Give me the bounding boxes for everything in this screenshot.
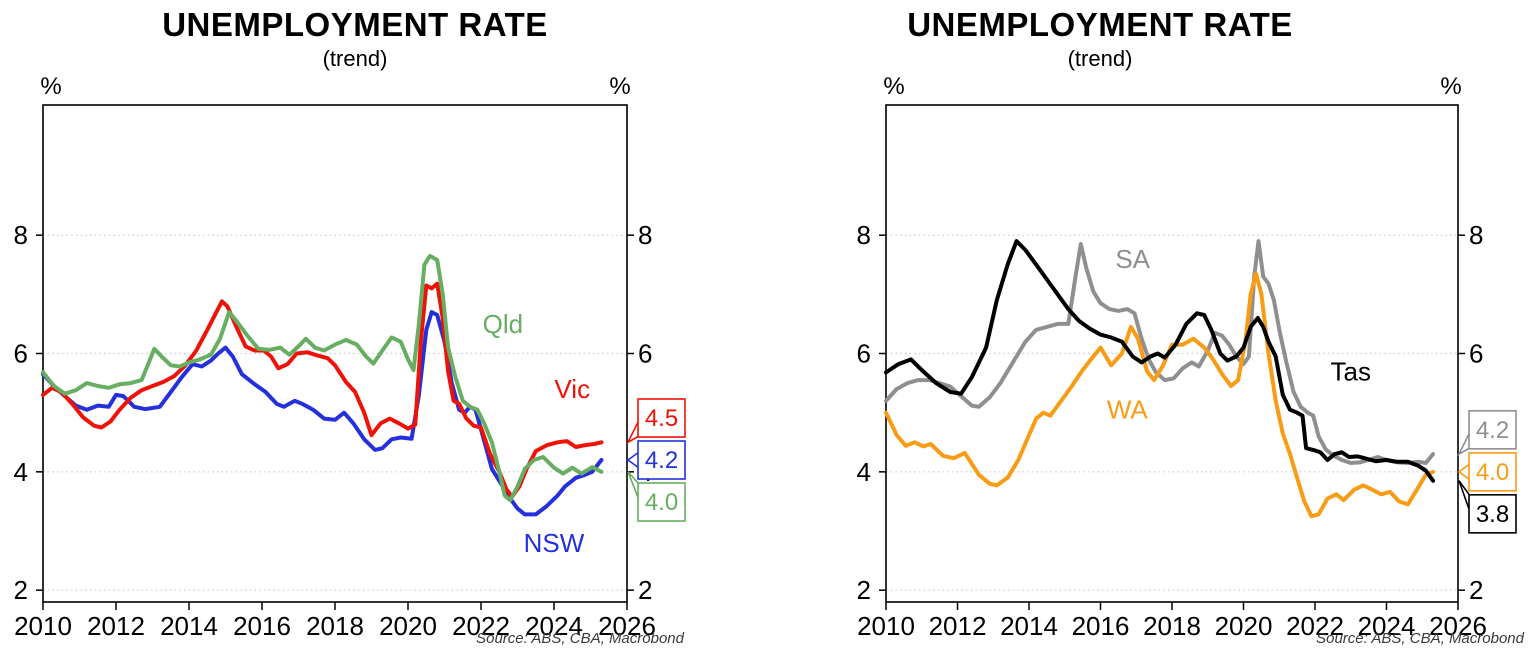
y-axis: 22446688 xyxy=(857,220,1484,605)
y-tick-label-right: 2 xyxy=(638,575,652,605)
end-value-callout-tas: 3.8 xyxy=(1458,480,1517,534)
y-tick-label-left: 2 xyxy=(14,575,28,605)
chart-title-left: UNEMPLOYMENT RATE xyxy=(162,6,548,43)
x-axis: 2010 2012 2014 2016 2018 2020 2022 2024 2026 xyxy=(14,602,656,641)
callout-box xyxy=(1468,452,1517,492)
series-label-vic: Vic xyxy=(554,374,590,404)
series-line-sa xyxy=(884,239,1435,465)
series-line-qld xyxy=(41,253,604,503)
chart-subtitle-left: (trend) xyxy=(322,46,388,71)
x-tick-label: 2020 xyxy=(379,611,437,641)
callout-box xyxy=(637,398,686,438)
series-label-qld: Qld xyxy=(483,309,523,339)
series-line-nsw xyxy=(41,310,604,517)
chart-panel-left: 2244668820102012201420162018202020222024… xyxy=(14,73,686,641)
chart-panel-right: 2244668820102012201420162018202020222024… xyxy=(857,73,1517,641)
end-value-callout-nsw: 4.2 xyxy=(626,440,686,480)
callout-box xyxy=(1468,494,1517,534)
x-tick-label: 2012 xyxy=(87,611,145,641)
x-tick-label: 2010 xyxy=(14,611,72,641)
chart-subtitle-right: (trend) xyxy=(1067,46,1133,71)
gridlines xyxy=(43,234,627,591)
series-label-nsw: NSW xyxy=(524,528,585,558)
series-line-tas xyxy=(884,239,1435,483)
x-tick-label: 2012 xyxy=(929,611,987,641)
unit-label-right: % xyxy=(609,73,630,100)
series-label-tas: Tas xyxy=(1331,356,1371,386)
x-tick-label: 2024 xyxy=(1358,611,1416,641)
y-tick-label-left: 6 xyxy=(14,339,28,369)
y-tick-label-right: 8 xyxy=(638,220,652,250)
callout-box xyxy=(1468,410,1517,450)
x-tick-label: 2024 xyxy=(525,611,583,641)
y-tick-label-left: 8 xyxy=(857,220,871,250)
callout-value: 4.5 xyxy=(645,405,678,432)
end-value-callout-wa: 4.0 xyxy=(1457,452,1517,492)
x-tick-label: 2014 xyxy=(160,611,218,641)
x-tick-label: 2026 xyxy=(1429,611,1487,641)
callout-box xyxy=(637,440,686,480)
y-tick-label-left: 4 xyxy=(14,457,28,487)
series-line-vic xyxy=(41,281,604,499)
x-tick-label: 2018 xyxy=(306,611,364,641)
x-tick-label: 2016 xyxy=(233,611,291,641)
chart-title-right: UNEMPLOYMENT RATE xyxy=(907,6,1293,43)
series-label-wa: WA xyxy=(1107,395,1149,425)
source-note-left: Source: ABS, CBA, Macrobond xyxy=(476,630,684,647)
x-tick-label: 2014 xyxy=(1000,611,1058,641)
end-value-callout-qld: 4.0 xyxy=(627,471,686,522)
x-tick-label: 2016 xyxy=(1072,611,1130,641)
x-tick-label: 2018 xyxy=(1143,611,1201,641)
y-tick-label-right: 6 xyxy=(1469,339,1483,369)
callout-box xyxy=(637,482,686,522)
callout-value: 4.2 xyxy=(645,447,678,474)
x-tick-label: 2022 xyxy=(1286,611,1344,641)
x-tick-label: 2010 xyxy=(857,611,915,641)
callout-value: 3.8 xyxy=(1476,501,1509,528)
end-value-callout-vic: 4.5 xyxy=(626,398,686,445)
y-tick-label-right: 2 xyxy=(1469,575,1483,605)
y-tick-label-left: 4 xyxy=(857,457,871,487)
end-value-callout-sa: 4.2 xyxy=(1457,410,1517,457)
y-tick-label-left: 6 xyxy=(857,339,871,369)
x-tick-label: 2020 xyxy=(1215,611,1273,641)
callout-value: 4.2 xyxy=(1476,417,1509,444)
gridlines xyxy=(886,234,1458,591)
source-note-right: Source: ABS, CBA, Macrobond xyxy=(1316,630,1524,647)
unit-label-left: % xyxy=(40,73,61,100)
y-tick-label-right: 8 xyxy=(1469,220,1483,250)
y-tick-label-right: 6 xyxy=(638,339,652,369)
unit-label-right: % xyxy=(1440,73,1461,100)
y-tick-label-left: 2 xyxy=(857,575,871,605)
unit-label-left: % xyxy=(883,73,904,100)
callout-value: 4.0 xyxy=(1476,459,1509,486)
x-tick-label: 2026 xyxy=(598,611,656,641)
series-line-wa xyxy=(884,271,1435,519)
callout-value: 4.0 xyxy=(645,489,678,516)
y-tick-label-left: 8 xyxy=(14,220,28,250)
x-tick-label: 2022 xyxy=(452,611,510,641)
series-label-sa: SA xyxy=(1115,244,1150,274)
x-axis: 2010 2012 2014 2016 2018 2020 2022 2024 2026 xyxy=(857,602,1487,641)
